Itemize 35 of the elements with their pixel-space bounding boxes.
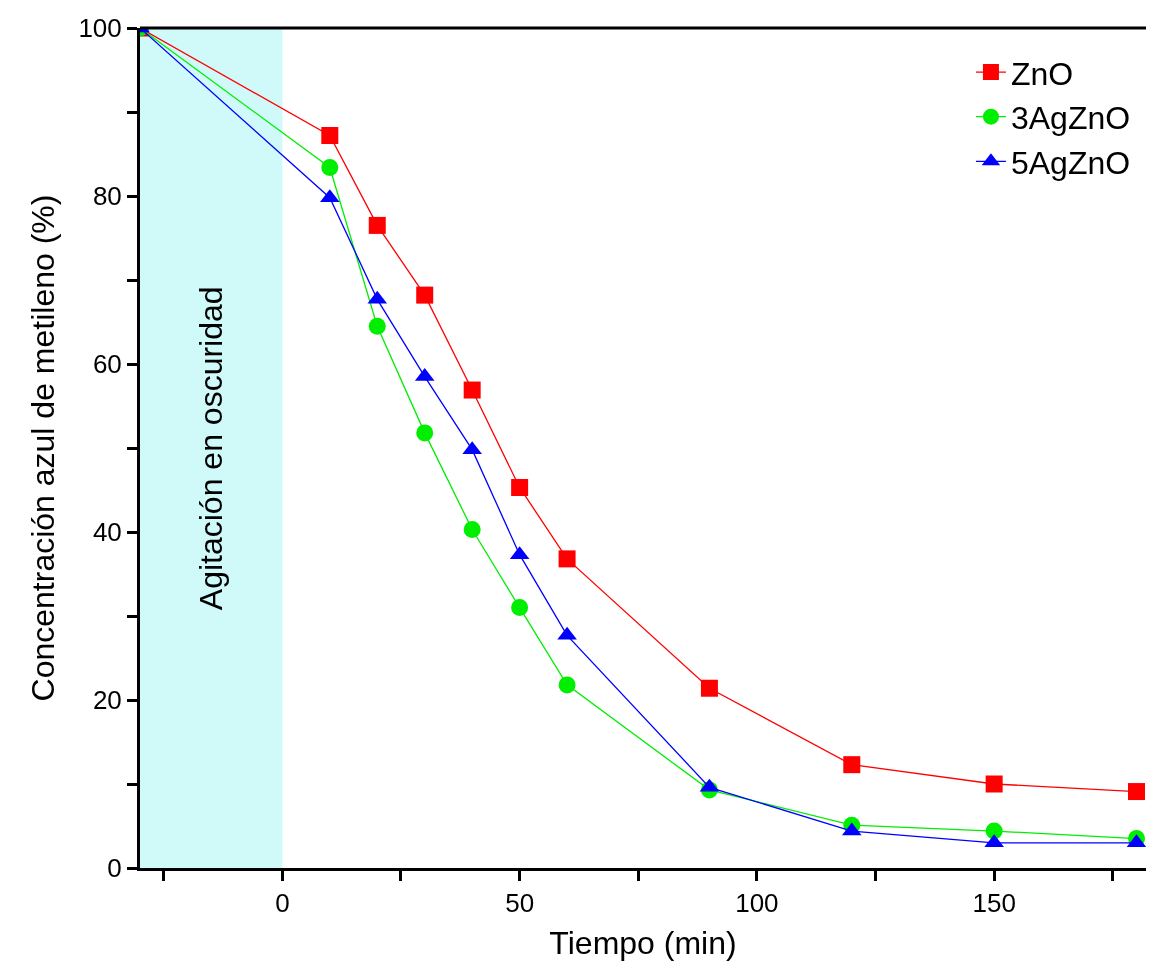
point: [511, 478, 529, 496]
point: [511, 599, 529, 617]
point: [416, 286, 434, 304]
y-tick-label: 40: [92, 517, 122, 548]
x-tick-label: 150: [972, 888, 1016, 919]
point: [984, 834, 1004, 848]
point: [463, 381, 481, 399]
y-tick-label: 100: [78, 13, 122, 44]
y-tick-label: 60: [92, 349, 122, 380]
band-label: Agitación en oscuridad: [193, 286, 230, 611]
x-axis-title: Tiempo (min): [549, 925, 737, 962]
x-tick-label: 0: [275, 888, 290, 919]
y-tick-label: 0: [107, 853, 122, 884]
point: [557, 626, 577, 640]
x-tick-label: 100: [735, 888, 779, 919]
legend-label: ZnO: [1010, 55, 1074, 92]
point: [463, 520, 481, 538]
point: [558, 676, 576, 694]
point: [1126, 834, 1146, 848]
y-tick-label: 80: [92, 181, 122, 212]
point: [321, 158, 339, 176]
y-axis-title: Concentración azul de metileno (%): [24, 194, 61, 702]
y-tick-label: 20: [92, 685, 122, 716]
point: [558, 550, 576, 568]
point: [416, 424, 434, 442]
x-tick-label: 50: [505, 888, 535, 919]
point: [321, 127, 339, 145]
legend-label: 3AgZnO: [1010, 100, 1131, 137]
point: [368, 216, 386, 234]
point: [700, 679, 718, 697]
point: [1128, 783, 1146, 801]
point: [843, 756, 861, 774]
point: [985, 775, 1003, 793]
point: [368, 317, 386, 335]
legend-label: 5AgZnO: [1010, 144, 1131, 181]
